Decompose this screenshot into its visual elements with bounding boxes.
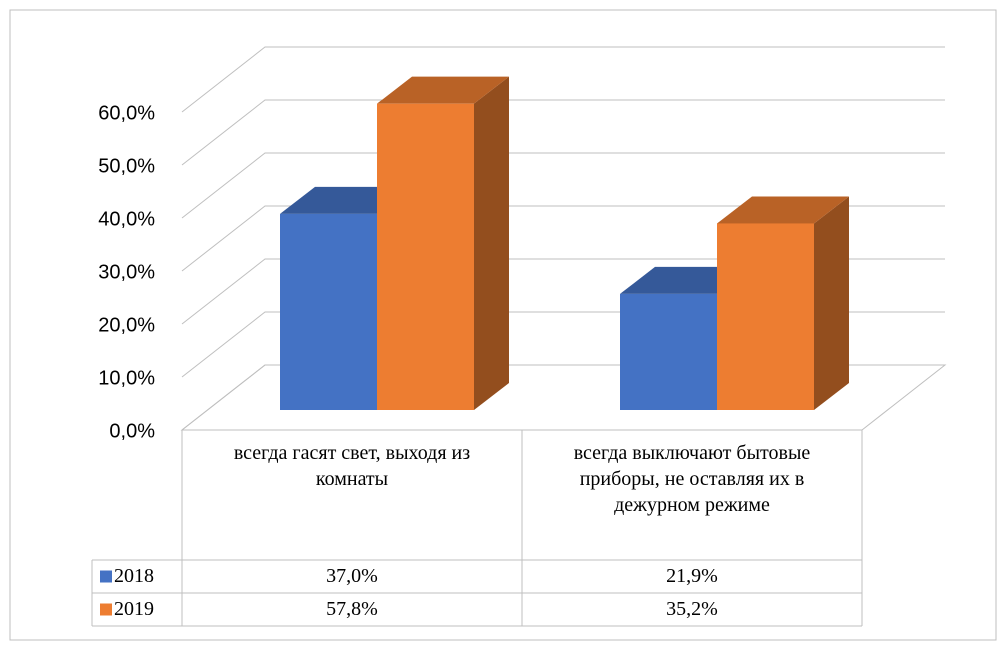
y-tick-label: 0,0% (109, 420, 155, 442)
category-label: всегда выключают бытовые приборы, не ост… (573, 442, 811, 516)
data-label: 37,0% (326, 565, 378, 587)
grid-line (181, 205, 945, 272)
data-label: 35,2% (666, 598, 718, 620)
bar (620, 293, 717, 410)
legend-swatch (100, 570, 112, 583)
bar-top (377, 76, 509, 104)
y-tick-label: 50,0% (98, 155, 155, 177)
y-tick-label: 30,0% (98, 261, 155, 283)
grid-line (181, 99, 945, 166)
bar (717, 223, 814, 410)
bar (280, 213, 377, 410)
data-label: 21,9% (666, 565, 718, 587)
grid-line (181, 46, 945, 113)
y-tick-label: 40,0% (98, 208, 155, 230)
grid-line (181, 152, 945, 219)
y-tick-label: 10,0% (98, 367, 155, 389)
chart-border (9, 9, 997, 641)
legend-label: 2019 (114, 598, 154, 620)
category-label: всегда гасят свет, выходя из комнаты (233, 442, 471, 490)
bar-side (474, 76, 509, 410)
legend-label: 2018 (114, 565, 154, 587)
y-tick-label: 60,0% (98, 102, 155, 124)
bar-top (717, 196, 849, 224)
bar (377, 103, 474, 410)
bar-side (814, 196, 849, 410)
y-tick-label: 20,0% (98, 314, 155, 336)
legend-swatch (100, 603, 112, 616)
data-label: 57,8% (326, 598, 378, 620)
